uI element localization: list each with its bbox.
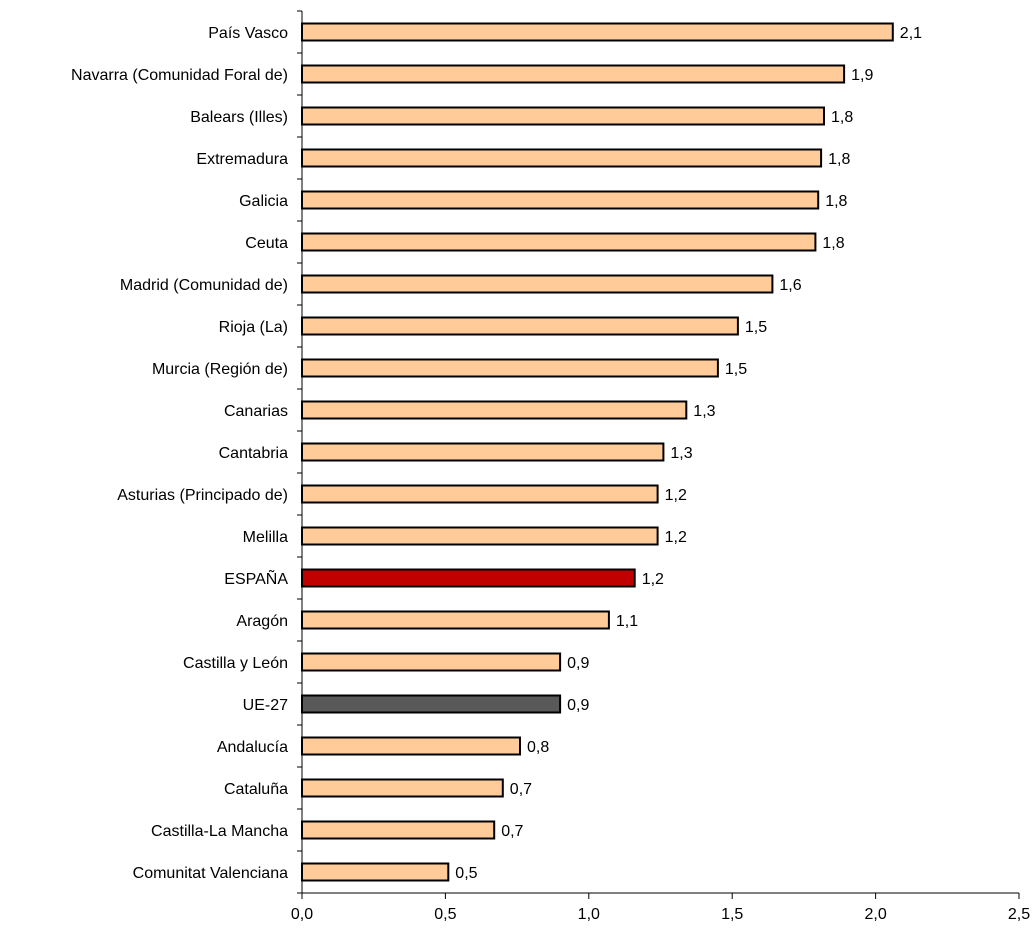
value-label: 1,3	[693, 403, 715, 420]
bar	[301, 736, 521, 756]
category-label: UE-27	[243, 697, 288, 714]
value-label: 1,8	[831, 109, 853, 126]
value-label: 0,7	[510, 781, 532, 798]
value-label: 0,9	[567, 697, 589, 714]
value-label: 1,2	[665, 487, 687, 504]
x-tick-label: 0,0	[291, 906, 313, 923]
value-label: 1,1	[616, 613, 638, 630]
value-label: 2,1	[900, 25, 922, 42]
category-label: Cantabria	[219, 445, 288, 462]
bar	[301, 568, 636, 588]
bar	[301, 190, 820, 210]
value-label: 0,8	[527, 739, 549, 756]
category-label: Galicia	[239, 193, 288, 210]
category-label: Rioja (La)	[219, 319, 288, 336]
category-label: Castilla y León	[183, 655, 288, 672]
category-label: Extremadura	[196, 151, 288, 168]
value-label: 1,3	[670, 445, 692, 462]
category-label: ESPAÑA	[224, 568, 288, 588]
bar	[301, 232, 817, 252]
value-label: 0,9	[567, 655, 589, 672]
bar	[301, 694, 562, 714]
value-label: 1,2	[642, 571, 664, 588]
x-tick-label: 2,5	[1008, 906, 1030, 923]
value-label: 0,5	[455, 865, 477, 882]
x-tick-label: 2,0	[864, 906, 886, 923]
x-tick-label: 0,5	[434, 906, 456, 923]
category-label: Murcia (Región de)	[152, 361, 288, 378]
bar	[301, 358, 719, 378]
category-label: Aragón	[236, 613, 288, 630]
category-label: Andalucía	[217, 739, 288, 756]
bar	[301, 22, 894, 42]
category-label: Madrid (Comunidad de)	[120, 277, 288, 294]
value-label: 1,5	[725, 361, 747, 378]
category-label: Comunitat Valenciana	[133, 865, 288, 882]
x-tick-label: 1,5	[721, 906, 743, 923]
bar	[301, 652, 562, 672]
value-label: 1,2	[665, 529, 687, 546]
value-label: 1,6	[779, 277, 801, 294]
bar	[301, 64, 846, 84]
value-label: 1,9	[851, 67, 873, 84]
category-label: Cataluña	[224, 781, 288, 798]
category-label: Canarias	[224, 403, 288, 420]
category-label: Balears (Illes)	[190, 109, 288, 126]
bar	[301, 274, 774, 294]
category-label: Melilla	[243, 529, 288, 546]
bar	[301, 148, 823, 168]
bar	[301, 484, 659, 504]
value-label: 1,5	[745, 319, 767, 336]
bar	[301, 862, 450, 882]
bar	[301, 400, 688, 420]
category-label: Asturias (Principado de)	[117, 487, 288, 504]
bar	[301, 820, 496, 840]
value-label: 0,7	[501, 823, 523, 840]
value-label: 1,8	[822, 235, 844, 252]
bar	[301, 442, 665, 462]
bar	[301, 316, 739, 336]
category-label: Ceuta	[245, 235, 288, 252]
bar	[301, 778, 504, 798]
bar	[301, 526, 659, 546]
value-label: 1,8	[825, 193, 847, 210]
value-label: 1,8	[828, 151, 850, 168]
category-label: Navarra (Comunidad Foral de)	[71, 67, 288, 84]
bar	[301, 610, 610, 630]
x-tick-label: 1,0	[578, 906, 600, 923]
category-label: Castilla-La Mancha	[151, 823, 288, 840]
category-label: País Vasco	[208, 25, 288, 42]
bar	[301, 106, 825, 126]
